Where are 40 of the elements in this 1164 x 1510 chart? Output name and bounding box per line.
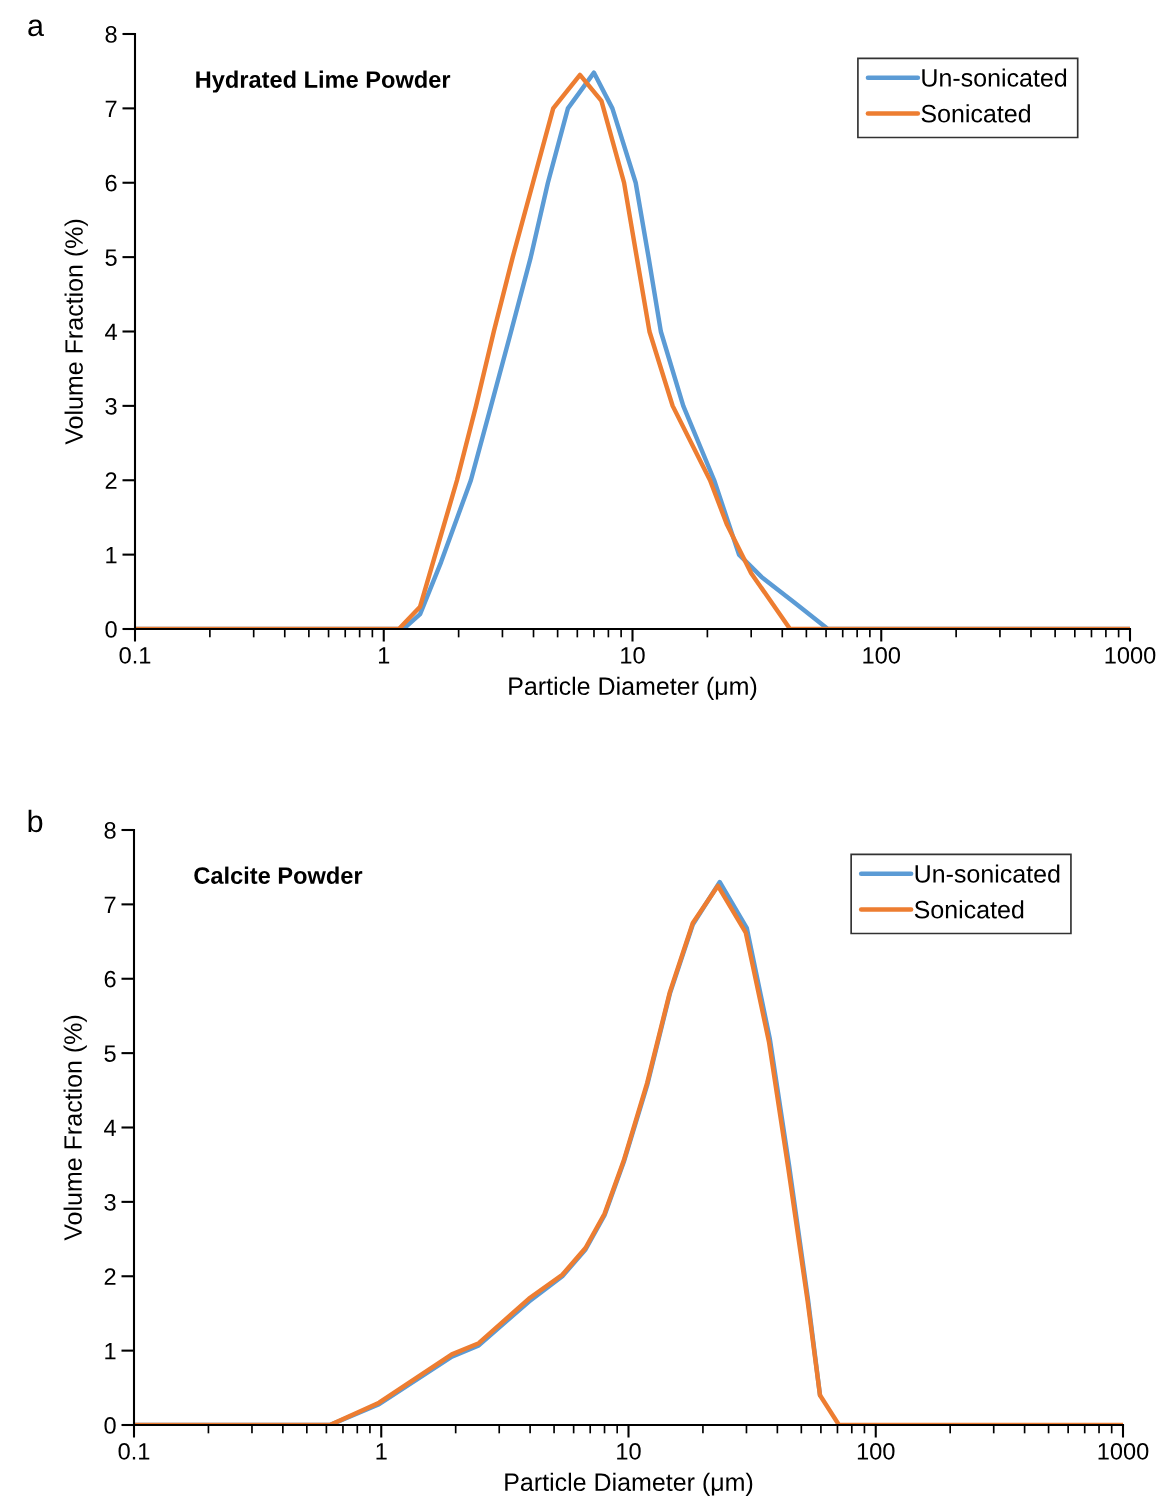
y-tick-label: 0 (105, 621, 117, 638)
x-tick-label: 1 (376, 1443, 387, 1460)
y-tick-label: 3 (104, 1193, 116, 1211)
y-tick-label: 4 (104, 1119, 116, 1137)
legend-label: Sonicated (921, 104, 1030, 123)
x-tick-label: 0.1 (118, 1442, 150, 1460)
y-tick-label: 8 (105, 26, 117, 43)
y-tick-label: 7 (105, 100, 117, 117)
y-tick-label: 5 (104, 1045, 116, 1062)
x-tick-label: 10 (621, 646, 645, 664)
y-axis-title: Volume Fraction (%) (64, 219, 88, 445)
y-tick-label: 6 (105, 174, 117, 192)
x-axis-title: Particle Diameter (μm) (509, 676, 757, 700)
legend-label: Sonicated (914, 900, 1024, 919)
y-tick-label: 4 (105, 323, 117, 341)
x-tick-label: 10 (617, 1442, 641, 1460)
x-tick-label: 0.1 (119, 646, 151, 664)
y-tick-label: 5 (105, 249, 117, 266)
x-axis-title: Particle Diameter (μm) (505, 1472, 753, 1496)
y-tick-label: 3 (105, 397, 117, 415)
y-tick-label: 2 (104, 1268, 116, 1285)
x-tick-label: 1000 (1105, 646, 1156, 664)
text: a (28, 19, 44, 37)
y-tick-label: 1 (105, 1342, 116, 1360)
x-tick-label: 100 (863, 646, 901, 664)
legend-label: Un-sonicated (915, 864, 1060, 883)
y-axis-title: Volume Fraction (%) (63, 1015, 87, 1241)
y-tick-label: 1 (106, 546, 117, 564)
x-tick-label: 1 (378, 647, 390, 664)
legend-label: Un-sonicated (922, 68, 1067, 87)
text: b (28, 809, 43, 833)
y-tick-label: 6 (104, 970, 116, 988)
y-tick-label: 7 (104, 896, 116, 913)
x-tick-label: 1000 (1098, 1442, 1149, 1460)
text: Calcite Powder (194, 866, 363, 884)
text: Hydrated Lime Powder (196, 70, 451, 93)
y-tick-label: 0 (104, 1417, 116, 1434)
y-tick-label: 8 (104, 822, 116, 839)
y-tick-label: 2 (105, 472, 117, 489)
x-tick-label: 100 (857, 1442, 895, 1460)
